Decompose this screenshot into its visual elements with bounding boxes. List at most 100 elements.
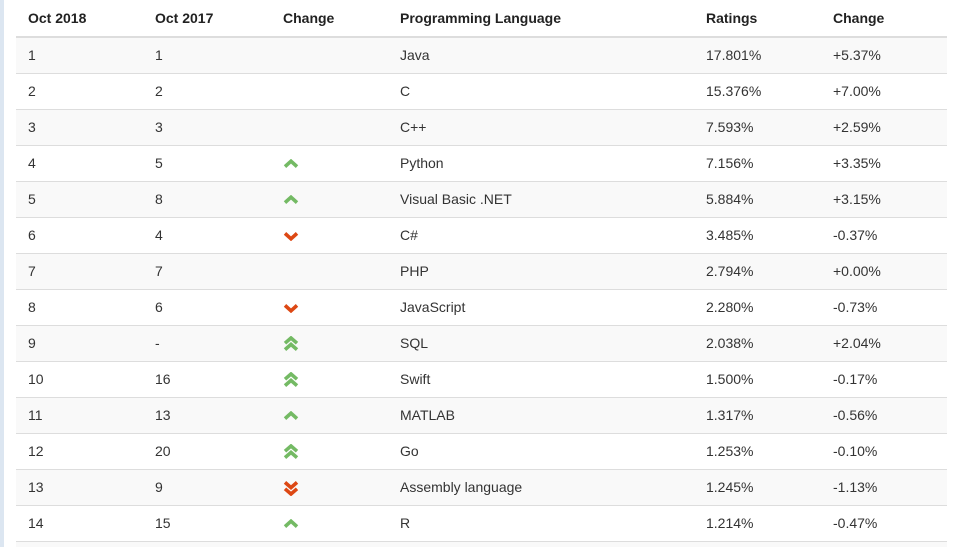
cell-pos-2017: 15 — [143, 505, 271, 541]
table-row: 9 - SQL 2.038% +2.04% — [16, 325, 947, 362]
cell-change-arrow — [271, 145, 388, 182]
up-arrow-icon — [283, 159, 299, 169]
header-ratings: Ratings — [694, 0, 821, 38]
cell-pos-2017: 20 — [143, 433, 271, 470]
header-change-arrow: Change — [271, 0, 388, 38]
double-down-arrow-icon — [283, 480, 299, 497]
cell-language: C — [388, 73, 694, 110]
cell-language: C# — [388, 217, 694, 254]
table-row: 7 7 PHP 2.794% +0.00% — [16, 253, 947, 290]
cell-pos-2018: 2 — [16, 73, 143, 110]
cell-pos-2017: 5 — [143, 145, 271, 182]
double-up-arrow-icon — [283, 372, 299, 388]
table-row: 13 9 Assembly language 1.245% -1.13% — [16, 469, 947, 506]
cell-language: C++ — [388, 109, 694, 146]
cell-language: MATLAB — [388, 397, 694, 434]
cell-change-pct: +3.35% — [821, 145, 947, 182]
header-pos-2017: Oct 2017 — [143, 0, 271, 38]
cell-change-pct: +3.15% — [821, 181, 947, 218]
double-up-arrow-icon — [283, 336, 299, 352]
cell-pos-2017: 6 — [143, 289, 271, 326]
cell-change-pct: -0.17% — [821, 361, 947, 398]
cell-change-arrow — [271, 325, 388, 362]
cell-ratings: 1.214% — [694, 505, 821, 541]
cell-pos-2018: 3 — [16, 109, 143, 146]
cell-pos-2017: 13 — [143, 397, 271, 434]
cell-change-pct: +7.00% — [821, 73, 947, 110]
table-row: 3 3 C++ 7.593% +2.59% — [16, 109, 947, 146]
cell-change-pct: -1.13% — [821, 469, 947, 506]
table-body: 1 1 Java 17.801% +5.37% 2 2 C 15.376% +7… — [16, 37, 947, 541]
header-language: Programming Language — [388, 0, 694, 38]
cell-ratings: 1.317% — [694, 397, 821, 434]
table-row: 5 8 Visual Basic .NET 5.884% +3.15% — [16, 181, 947, 218]
language-ranking-table: Oct 2018 Oct 2017 Change Programming Lan… — [16, 0, 947, 541]
cell-change-arrow — [271, 37, 388, 74]
cell-ratings: 2.280% — [694, 289, 821, 326]
cell-change-arrow — [271, 505, 388, 541]
cell-ratings: 15.376% — [694, 73, 821, 110]
cell-change-arrow — [271, 109, 388, 146]
cell-language: Java — [400, 47, 430, 63]
table-row: 14 15 R 1.214% -0.47% — [16, 505, 947, 541]
cell-language: Assembly language — [388, 469, 694, 506]
cell-language: PHP — [388, 253, 694, 290]
cell-pos-2018: 4 — [16, 145, 143, 182]
cell-pos-2017: 7 — [143, 253, 271, 290]
cell-change-pct: -0.56% — [821, 397, 947, 434]
cell-change-arrow — [271, 289, 388, 326]
cell-ratings: 1.253% — [694, 433, 821, 470]
table-row: 8 6 JavaScript 2.280% -0.73% — [16, 289, 947, 326]
cell-pos-2017: 9 — [143, 469, 271, 506]
cell-change-arrow — [271, 73, 388, 110]
cell-language: JavaScript — [388, 289, 694, 326]
cell-ratings: 17.801% — [706, 47, 762, 63]
table-row: 4 5 Python 7.156% +3.35% — [16, 145, 947, 182]
cell-change-pct: +0.00% — [821, 253, 947, 290]
cell-change-arrow — [271, 217, 388, 254]
language-ranking-table-container: Oct 2018 Oct 2017 Change Programming Lan… — [16, 0, 947, 547]
up-arrow-icon — [283, 195, 299, 205]
cell-language: R — [388, 505, 694, 541]
cell-change-arrow — [271, 397, 388, 434]
cell-pos-2018: 1 — [28, 47, 36, 63]
cell-pos-2018: 11 — [16, 397, 143, 434]
cell-change-pct: +2.59% — [821, 109, 947, 146]
cell-pos-2017: 4 — [143, 217, 271, 254]
cell-pos-2018: 10 — [16, 361, 143, 398]
cell-pos-2017: 8 — [143, 181, 271, 218]
cell-pos-2018: 6 — [16, 217, 143, 254]
cell-pos-2017: 3 — [143, 109, 271, 146]
cell-ratings: 5.884% — [694, 181, 821, 218]
table-row: 12 20 Go 1.253% -0.10% — [16, 433, 947, 470]
cell-pos-2018: 5 — [16, 181, 143, 218]
partial-next-row — [16, 541, 947, 547]
cell-change-arrow — [271, 361, 388, 398]
cell-change-pct: -0.73% — [821, 289, 947, 326]
cell-pos-2018: 12 — [16, 433, 143, 470]
cell-ratings: 2.794% — [694, 253, 821, 290]
cell-language: Go — [388, 433, 694, 470]
up-arrow-icon — [283, 519, 299, 529]
cell-change-arrow — [271, 433, 388, 470]
cell-pos-2017: 16 — [143, 361, 271, 398]
cell-pos-2018: 13 — [16, 469, 143, 506]
page-left-edge-strip — [0, 0, 4, 547]
cell-pos-2017: 2 — [143, 73, 271, 110]
cell-change-pct: +5.37% — [833, 47, 881, 63]
double-up-arrow-icon — [283, 444, 299, 460]
cell-change-arrow — [271, 469, 388, 506]
cell-pos-2018: 9 — [16, 325, 143, 362]
header-row: Oct 2018 Oct 2017 Change Programming Lan… — [16, 0, 947, 38]
cell-language: SQL — [388, 325, 694, 362]
table-row: 11 13 MATLAB 1.317% -0.56% — [16, 397, 947, 434]
cell-ratings: 7.593% — [694, 109, 821, 146]
down-arrow-icon — [283, 231, 299, 242]
cell-change-pct: -0.10% — [821, 433, 947, 470]
cell-language: Swift — [388, 361, 694, 398]
cell-ratings: 1.500% — [694, 361, 821, 398]
cell-change-arrow — [271, 181, 388, 218]
cell-ratings: 3.485% — [694, 217, 821, 254]
cell-ratings: 1.245% — [694, 469, 821, 506]
